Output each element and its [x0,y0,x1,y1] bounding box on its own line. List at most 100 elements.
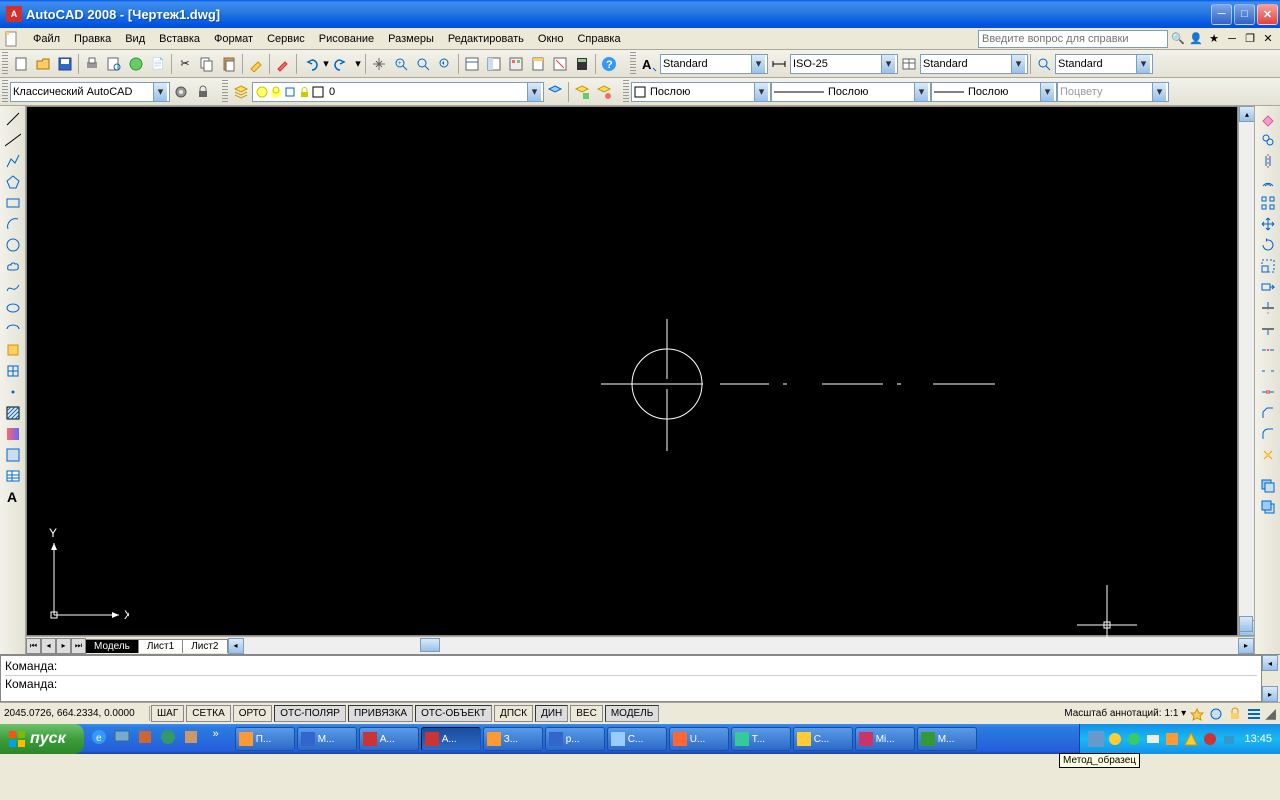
table-button[interactable] [2,465,24,486]
linetype-combo[interactable]: Послою▾ [771,82,931,102]
join-button[interactable] [1257,381,1279,402]
new-button[interactable] [10,53,32,75]
menu-insert[interactable]: Вставка [152,31,207,47]
layer-prev-button[interactable] [544,81,566,103]
minimize-button[interactable]: ─ [1211,4,1232,25]
tab-sheet2[interactable]: Лист2 [182,639,227,653]
draworder2-button[interactable] [1257,496,1279,517]
rotate-button[interactable] [1257,234,1279,255]
zoom-win-button[interactable] [412,53,434,75]
menu-file[interactable]: Файл [26,31,67,47]
menu-modify[interactable]: Редактировать [441,31,531,47]
cmd-scroll-left[interactable]: ◂ [1262,655,1278,671]
redo-dd[interactable]: ▾ [353,53,363,75]
status-toggle-шаг[interactable]: ШАГ [151,705,184,722]
status-menu-icon[interactable] [1246,706,1262,722]
taskbar-app-9[interactable]: С... [793,727,853,751]
undo-button[interactable] [299,53,321,75]
tray-4-icon[interactable] [1145,731,1161,747]
search-icon[interactable]: 🔍 [1170,31,1186,47]
lock-ui-icon[interactable] [1227,706,1243,722]
paste-button[interactable] [218,53,240,75]
point-button[interactable] [2,381,24,402]
erase-button[interactable] [1257,108,1279,129]
stretch-button[interactable] [1257,276,1279,297]
anno-vis-icon[interactable] [1189,706,1205,722]
status-toggle-дпск[interactable]: ДПСК [494,705,533,722]
status-toggle-привязка[interactable]: ПРИВЯЗКА [348,705,413,722]
toolpal-button[interactable] [505,53,527,75]
clock[interactable]: 13:45 [1244,733,1272,745]
spline-button[interactable] [2,276,24,297]
tray-1-icon[interactable] [1088,731,1104,747]
explode-button[interactable] [1257,444,1279,465]
tray-6-icon[interactable] [1183,731,1199,747]
layer-mgr-button[interactable] [230,81,252,103]
anno-scale-value[interactable]: 1:1 ▾ [1165,708,1187,719]
status-toggle-вес[interactable]: ВЕС [570,705,603,722]
help-button[interactable]: ? [598,53,620,75]
pline-button[interactable] [2,150,24,171]
ellipse-button[interactable] [2,297,24,318]
tab-model[interactable]: Модель [85,639,139,653]
tablestyle-combo[interactable]: Standard▾ [920,54,1028,74]
menu-tools[interactable]: Сервис [260,31,312,47]
mdi-restore-icon[interactable]: ❐ [1242,31,1258,47]
region-button[interactable] [2,444,24,465]
menu-help[interactable]: Справка [570,31,627,47]
textstyle-icon[interactable]: A [638,53,660,75]
zoom-prev-button[interactable] [434,53,456,75]
tray-8-icon[interactable] [1221,731,1237,747]
revcloud-button[interactable] [2,255,24,276]
polygon-button[interactable] [2,171,24,192]
open-button[interactable] [32,53,54,75]
tab-prev-button[interactable]: ◂ [41,638,56,654]
array-button[interactable] [1257,192,1279,213]
scale-button[interactable] [1257,255,1279,276]
preview-button[interactable] [103,53,125,75]
block-button[interactable] [2,360,24,381]
horizontal-scrollbar[interactable]: ◂ ▸ [228,638,1255,654]
mleader-icon[interactable] [1033,53,1055,75]
break2-button[interactable] [1257,360,1279,381]
coords-display[interactable]: 2045.0726, 664.2334, 0.0000 [0,706,150,721]
3ddwf-button[interactable]: 📄 [147,53,169,75]
dimstyle-combo[interactable]: ISO-25▾ [790,54,898,74]
taskbar-app-11[interactable]: М... [917,727,977,751]
arc-button[interactable] [2,213,24,234]
ws-lock-button[interactable] [192,81,214,103]
save-button[interactable] [54,53,76,75]
ql-app2-icon[interactable] [159,728,181,750]
textstyle-combo[interactable]: Standard▾ [660,54,768,74]
ws-settings-button[interactable] [170,81,192,103]
taskbar-app-8[interactable]: Т... [731,727,791,751]
properties-button[interactable] [461,53,483,75]
break1-button[interactable] [1257,339,1279,360]
fillet-button[interactable] [1257,423,1279,444]
hatch-button[interactable] [2,402,24,423]
plotstyle-combo[interactable]: Поцвету▾ [1057,82,1169,102]
anno-auto-icon[interactable] [1208,706,1224,722]
move-button[interactable] [1257,213,1279,234]
start-button[interactable]: пуск [0,724,84,754]
close-button[interactable]: ✕ [1257,4,1278,25]
tab-sheet1[interactable]: Лист1 [138,639,183,653]
circle-button[interactable] [2,234,24,255]
tray-5-icon[interactable] [1164,731,1180,747]
tab-first-button[interactable]: ⏮ [26,638,41,654]
matchprop-button[interactable] [245,53,267,75]
taskbar-app-4[interactable]: З... [483,727,543,751]
taskbar-app-1[interactable]: М... [297,727,357,751]
mirror-button[interactable] [1257,150,1279,171]
ssm-button[interactable] [527,53,549,75]
mleader-combo[interactable]: Standard▾ [1055,54,1153,74]
dimstyle-icon[interactable] [768,53,790,75]
cut-button[interactable]: ✂ [174,53,196,75]
chamfer-button[interactable] [1257,402,1279,423]
extend-button[interactable] [1257,318,1279,339]
taskbar-app-10[interactable]: Mi... [855,727,915,751]
draworder-button[interactable] [1257,475,1279,496]
line-button[interactable] [2,108,24,129]
layer-state-button[interactable] [571,81,593,103]
tab-last-button[interactable]: ⏭ [71,638,86,654]
